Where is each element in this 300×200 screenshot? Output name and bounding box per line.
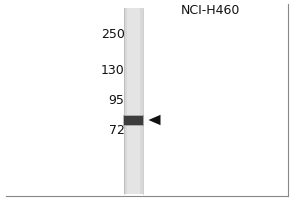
Bar bbox=[123, 114, 144, 126]
Bar bbox=[124, 8, 143, 194]
Text: 130: 130 bbox=[101, 64, 124, 77]
Text: 250: 250 bbox=[100, 28, 124, 42]
Text: 95: 95 bbox=[109, 94, 124, 106]
Bar bbox=[124, 116, 143, 124]
Bar bbox=[127, 8, 140, 194]
Text: 72: 72 bbox=[109, 124, 124, 138]
Polygon shape bbox=[148, 115, 160, 125]
Text: NCI-H460: NCI-H460 bbox=[180, 4, 240, 18]
